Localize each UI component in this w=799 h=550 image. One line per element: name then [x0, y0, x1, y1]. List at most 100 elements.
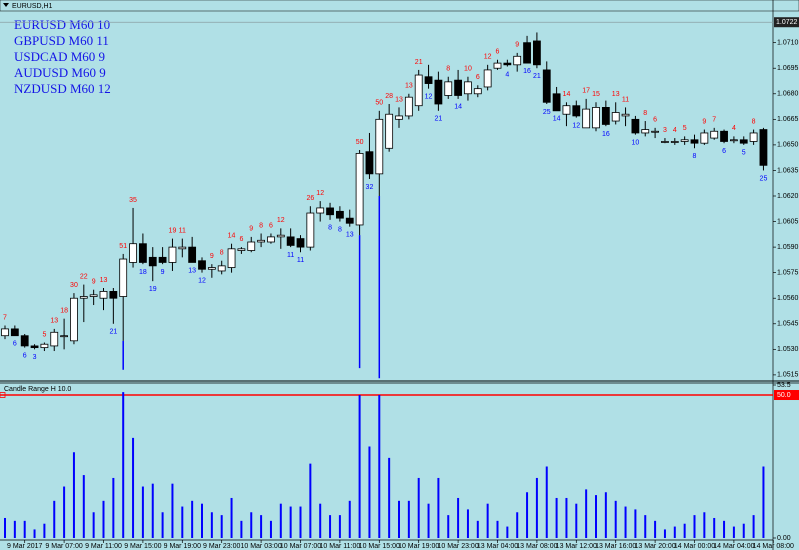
range-label: 5 — [683, 125, 687, 132]
candle-body — [79, 296, 88, 299]
y-tick-label: 1.0605 — [777, 218, 799, 225]
x-tick-label: 13 Mar 12:00 — [556, 543, 597, 550]
candle-body — [434, 79, 443, 105]
candle-body — [40, 343, 49, 349]
candle-body — [89, 294, 98, 297]
range-label: 11 — [622, 96, 629, 103]
x-tick-label: 9 Mar 07:00 — [45, 543, 82, 550]
x-tick-label: 9 Mar 19:00 — [164, 543, 201, 550]
candle-body — [404, 96, 413, 117]
range-label: 50 — [375, 100, 383, 107]
candle-body — [493, 62, 502, 69]
range-label: 13 — [405, 83, 413, 90]
y-tick-label: 1.0530 — [777, 346, 799, 353]
candle-body — [473, 88, 482, 95]
candle-body — [533, 40, 541, 66]
range-label: 16 — [602, 131, 610, 138]
candle-body — [513, 55, 522, 66]
x-tick-label: 14 Mar 08:00 — [753, 543, 794, 550]
y-tick-label: 1.0710 — [777, 40, 799, 47]
candle-body — [582, 108, 591, 129]
y-tick-label: 1.0590 — [777, 244, 799, 251]
range-label: 26 — [306, 195, 314, 202]
candle-body — [424, 76, 433, 84]
candle-body — [70, 297, 78, 342]
candle-body — [523, 42, 531, 64]
indicator-tick-label: 0.00 — [777, 535, 791, 542]
menu-icon[interactable] — [3, 3, 9, 7]
range-label: 6 — [239, 236, 243, 243]
candle-body — [700, 132, 709, 144]
range-label: 3 — [33, 354, 37, 361]
range-label: 9 — [92, 279, 96, 286]
candle-body — [217, 265, 226, 272]
y-tick-label: 1.0650 — [777, 142, 799, 149]
candle-body — [1, 328, 9, 337]
range-label: 5 — [742, 150, 746, 157]
candle-body — [30, 345, 39, 349]
candle-body — [335, 210, 344, 219]
candle-body — [641, 129, 650, 134]
candle-body — [710, 130, 719, 139]
x-tick-label: 13 Mar 04:00 — [477, 543, 518, 550]
candle-body — [572, 105, 581, 117]
candle-body — [464, 81, 472, 95]
range-label: 8 — [259, 222, 263, 229]
x-tick-label: 10 Mar 03:00 — [240, 543, 281, 550]
range-label: 12 — [198, 278, 206, 285]
candle-body — [503, 62, 512, 66]
range-label: 13 — [612, 91, 620, 98]
range-label: 8 — [446, 66, 450, 73]
candle-body — [552, 93, 561, 112]
range-label: 51 — [119, 243, 127, 250]
range-label: 16 — [523, 68, 531, 75]
x-tick-label: 10 Mar 19:00 — [398, 543, 439, 550]
range-label: 14 — [454, 104, 462, 111]
range-label: 9 — [210, 253, 214, 260]
range-label: 18 — [139, 269, 147, 276]
range-label: 4 — [673, 127, 677, 134]
x-tick-label: 9 Mar 11:00 — [85, 543, 122, 550]
range-label: 6 — [496, 49, 500, 56]
y-tick-label: 1.0680 — [777, 91, 799, 98]
candle-body — [247, 241, 256, 251]
range-label: 12 — [316, 190, 324, 197]
range-label: 6 — [23, 352, 27, 359]
candle-body — [119, 258, 128, 297]
range-label: 10 — [632, 140, 640, 147]
x-tick-label: 9 Mar 2017 — [7, 543, 43, 550]
candle-body — [690, 139, 699, 144]
candle-body — [207, 267, 216, 270]
candle-body — [562, 105, 571, 115]
range-label: 28 — [385, 93, 393, 100]
range-label: 9 — [161, 269, 165, 276]
candle-body — [621, 113, 630, 117]
range-label: 7 — [712, 117, 716, 124]
candle-body — [631, 118, 640, 134]
candle-body — [10, 328, 19, 337]
range-label: 11 — [297, 257, 304, 264]
candle-body — [129, 243, 137, 263]
range-label: 4 — [505, 71, 509, 78]
range-label: 32 — [366, 184, 374, 191]
candle-body — [375, 118, 384, 175]
range-label: 13 — [188, 267, 196, 274]
x-tick-label: 14 Mar 00:00 — [674, 543, 715, 550]
candle-body — [355, 153, 364, 226]
candle-body — [316, 207, 325, 214]
range-label: 6 — [476, 74, 480, 81]
range-label: 17 — [582, 88, 590, 95]
range-label: 14 — [228, 233, 236, 240]
range-label: 6 — [13, 341, 17, 348]
bid-box — [774, 17, 799, 28]
x-tick-label: 10 Mar 11:00 — [320, 543, 361, 550]
candle-body — [138, 243, 147, 263]
info-line: USDCAD M60 9 — [14, 49, 105, 64]
range-label: 14 — [563, 91, 571, 98]
range-label: 25 — [760, 175, 768, 182]
range-label: 3 — [663, 127, 667, 134]
range-label: 21 — [109, 329, 117, 336]
y-tick-label: 1.0665 — [777, 116, 799, 123]
range-label: 22 — [80, 273, 88, 280]
range-label: 50 — [356, 139, 364, 146]
